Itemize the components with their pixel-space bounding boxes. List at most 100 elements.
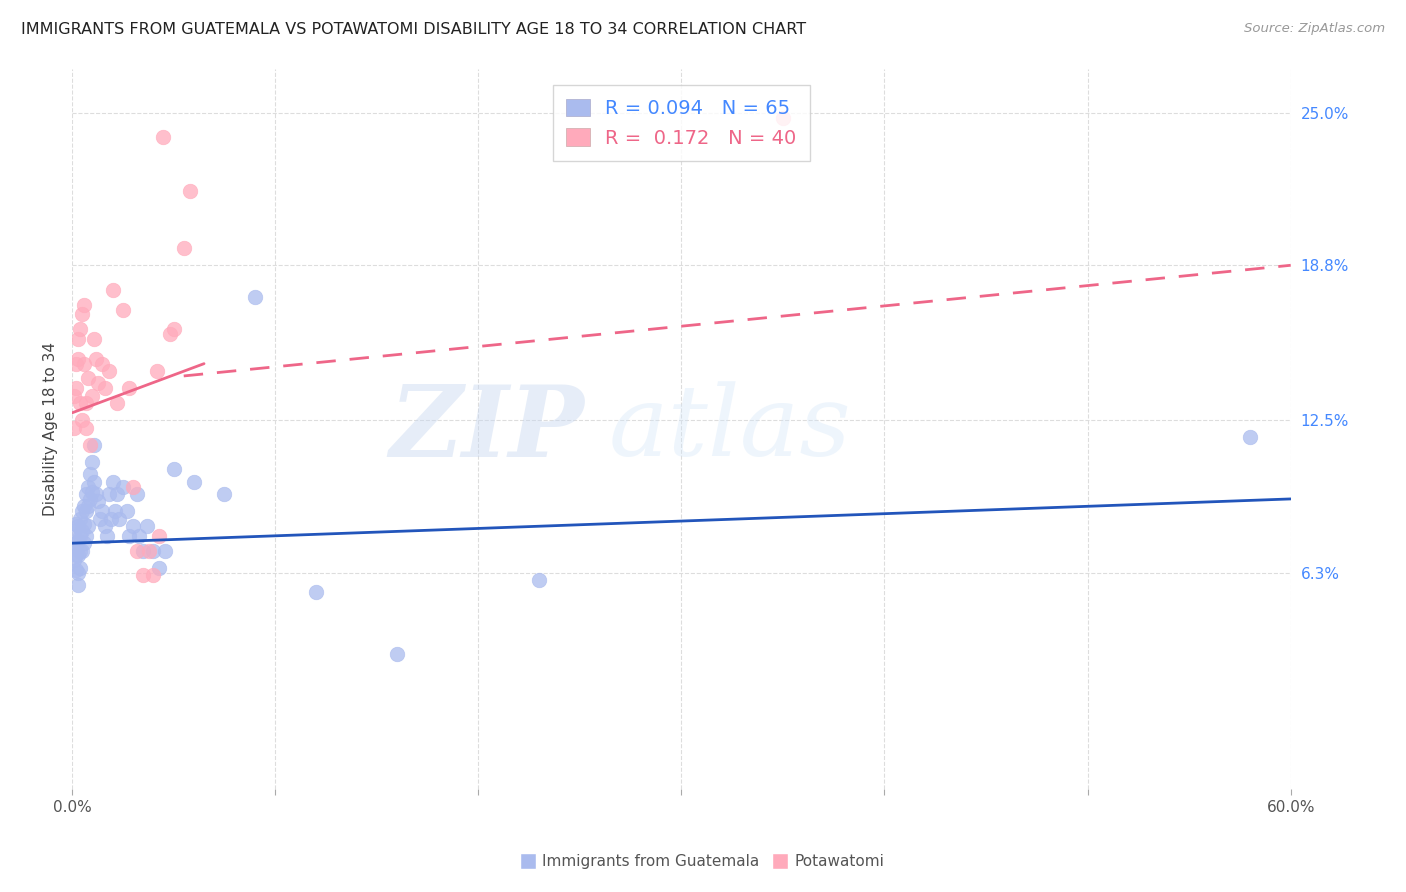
Point (65, 516, 87, 531)
Legend: Immigrants from Guatemala, Potawatomi: Immigrants from Guatemala, Potawatomi (516, 848, 890, 875)
Point (65, 549, 87, 563)
Text: IMMIGRANTS FROM GUATEMALA VS POTAWATOMI DISABILITY AGE 18 TO 34 CORRELATION CHAR: IMMIGRANTS FROM GUATEMALA VS POTAWATOMI … (21, 22, 806, 37)
Point (70, 413, 93, 427)
Point (67, 566, 90, 580)
Point (128, 529, 150, 543)
Point (69, 322, 91, 336)
Y-axis label: Disability Age 18 to 34: Disability Age 18 to 34 (44, 342, 58, 516)
Point (122, 480, 145, 494)
Point (142, 568, 165, 582)
Point (70, 524, 93, 538)
Point (115, 504, 138, 518)
Point (75, 529, 97, 543)
Point (73, 536, 96, 550)
Point (79, 491, 101, 506)
Point (155, 543, 177, 558)
Point (527, 573, 550, 587)
Point (101, 475, 124, 489)
Point (118, 381, 141, 395)
Point (69, 396, 91, 410)
Point (82, 484, 104, 499)
Point (83, 332, 105, 346)
Point (111, 302, 134, 317)
Point (65, 536, 87, 550)
Point (87, 376, 110, 391)
Point (183, 475, 205, 489)
Point (65, 357, 87, 371)
Point (75, 396, 97, 410)
Point (83, 438, 105, 452)
Point (63, 420, 86, 434)
Point (101, 283, 124, 297)
Point (89, 511, 111, 525)
Point (132, 543, 155, 558)
Point (91, 357, 114, 371)
Point (70, 543, 93, 558)
Point (152, 130, 174, 145)
Point (82, 389, 104, 403)
Point (146, 364, 169, 378)
Point (179, 185, 201, 199)
Point (107, 511, 129, 525)
Point (63, 389, 86, 403)
Point (65, 563, 87, 577)
Point (75, 504, 97, 518)
Point (73, 298, 96, 312)
Point (70, 308, 93, 322)
Point (214, 487, 236, 501)
Point (162, 462, 184, 476)
Point (118, 529, 141, 543)
Point (772, 111, 794, 125)
Point (136, 519, 159, 533)
Point (67, 332, 90, 346)
Point (122, 519, 145, 533)
Point (69, 561, 91, 575)
Point (69, 511, 91, 525)
Point (69, 543, 91, 558)
Point (132, 568, 155, 582)
Point (138, 543, 160, 558)
Point (67, 549, 90, 563)
Point (243, 290, 266, 304)
Point (87, 494, 110, 508)
Point (73, 500, 96, 514)
Point (111, 480, 134, 494)
Point (93, 381, 115, 395)
Point (93, 519, 115, 533)
Point (77, 519, 100, 533)
Legend: R = 0.094   N = 65, R =  0.172   N = 40: R = 0.094 N = 65, R = 0.172 N = 40 (553, 86, 810, 161)
Point (77, 500, 100, 514)
Point (105, 487, 128, 501)
Point (91, 504, 114, 518)
Point (97, 364, 120, 378)
Point (162, 322, 184, 336)
Point (73, 516, 96, 531)
Point (67, 519, 90, 533)
Point (73, 357, 96, 371)
Point (77, 480, 100, 494)
Point (86, 351, 108, 366)
Point (148, 561, 170, 575)
Point (63, 524, 86, 538)
Point (100, 511, 122, 525)
Point (385, 647, 408, 661)
Point (63, 541, 86, 555)
Point (105, 396, 128, 410)
Point (148, 529, 170, 543)
Point (96, 529, 118, 543)
Point (79, 467, 101, 482)
Point (86, 487, 108, 501)
Point (97, 487, 120, 501)
Point (125, 487, 148, 501)
Point (79, 438, 101, 452)
Point (70, 504, 93, 518)
Point (82, 455, 104, 469)
Point (173, 241, 195, 255)
Point (104, 504, 127, 518)
Point (67, 351, 90, 366)
Text: ZIP: ZIP (389, 381, 583, 477)
Text: atlas: atlas (609, 381, 851, 476)
Point (65, 381, 87, 395)
Point (69, 529, 91, 543)
Point (63, 553, 86, 567)
